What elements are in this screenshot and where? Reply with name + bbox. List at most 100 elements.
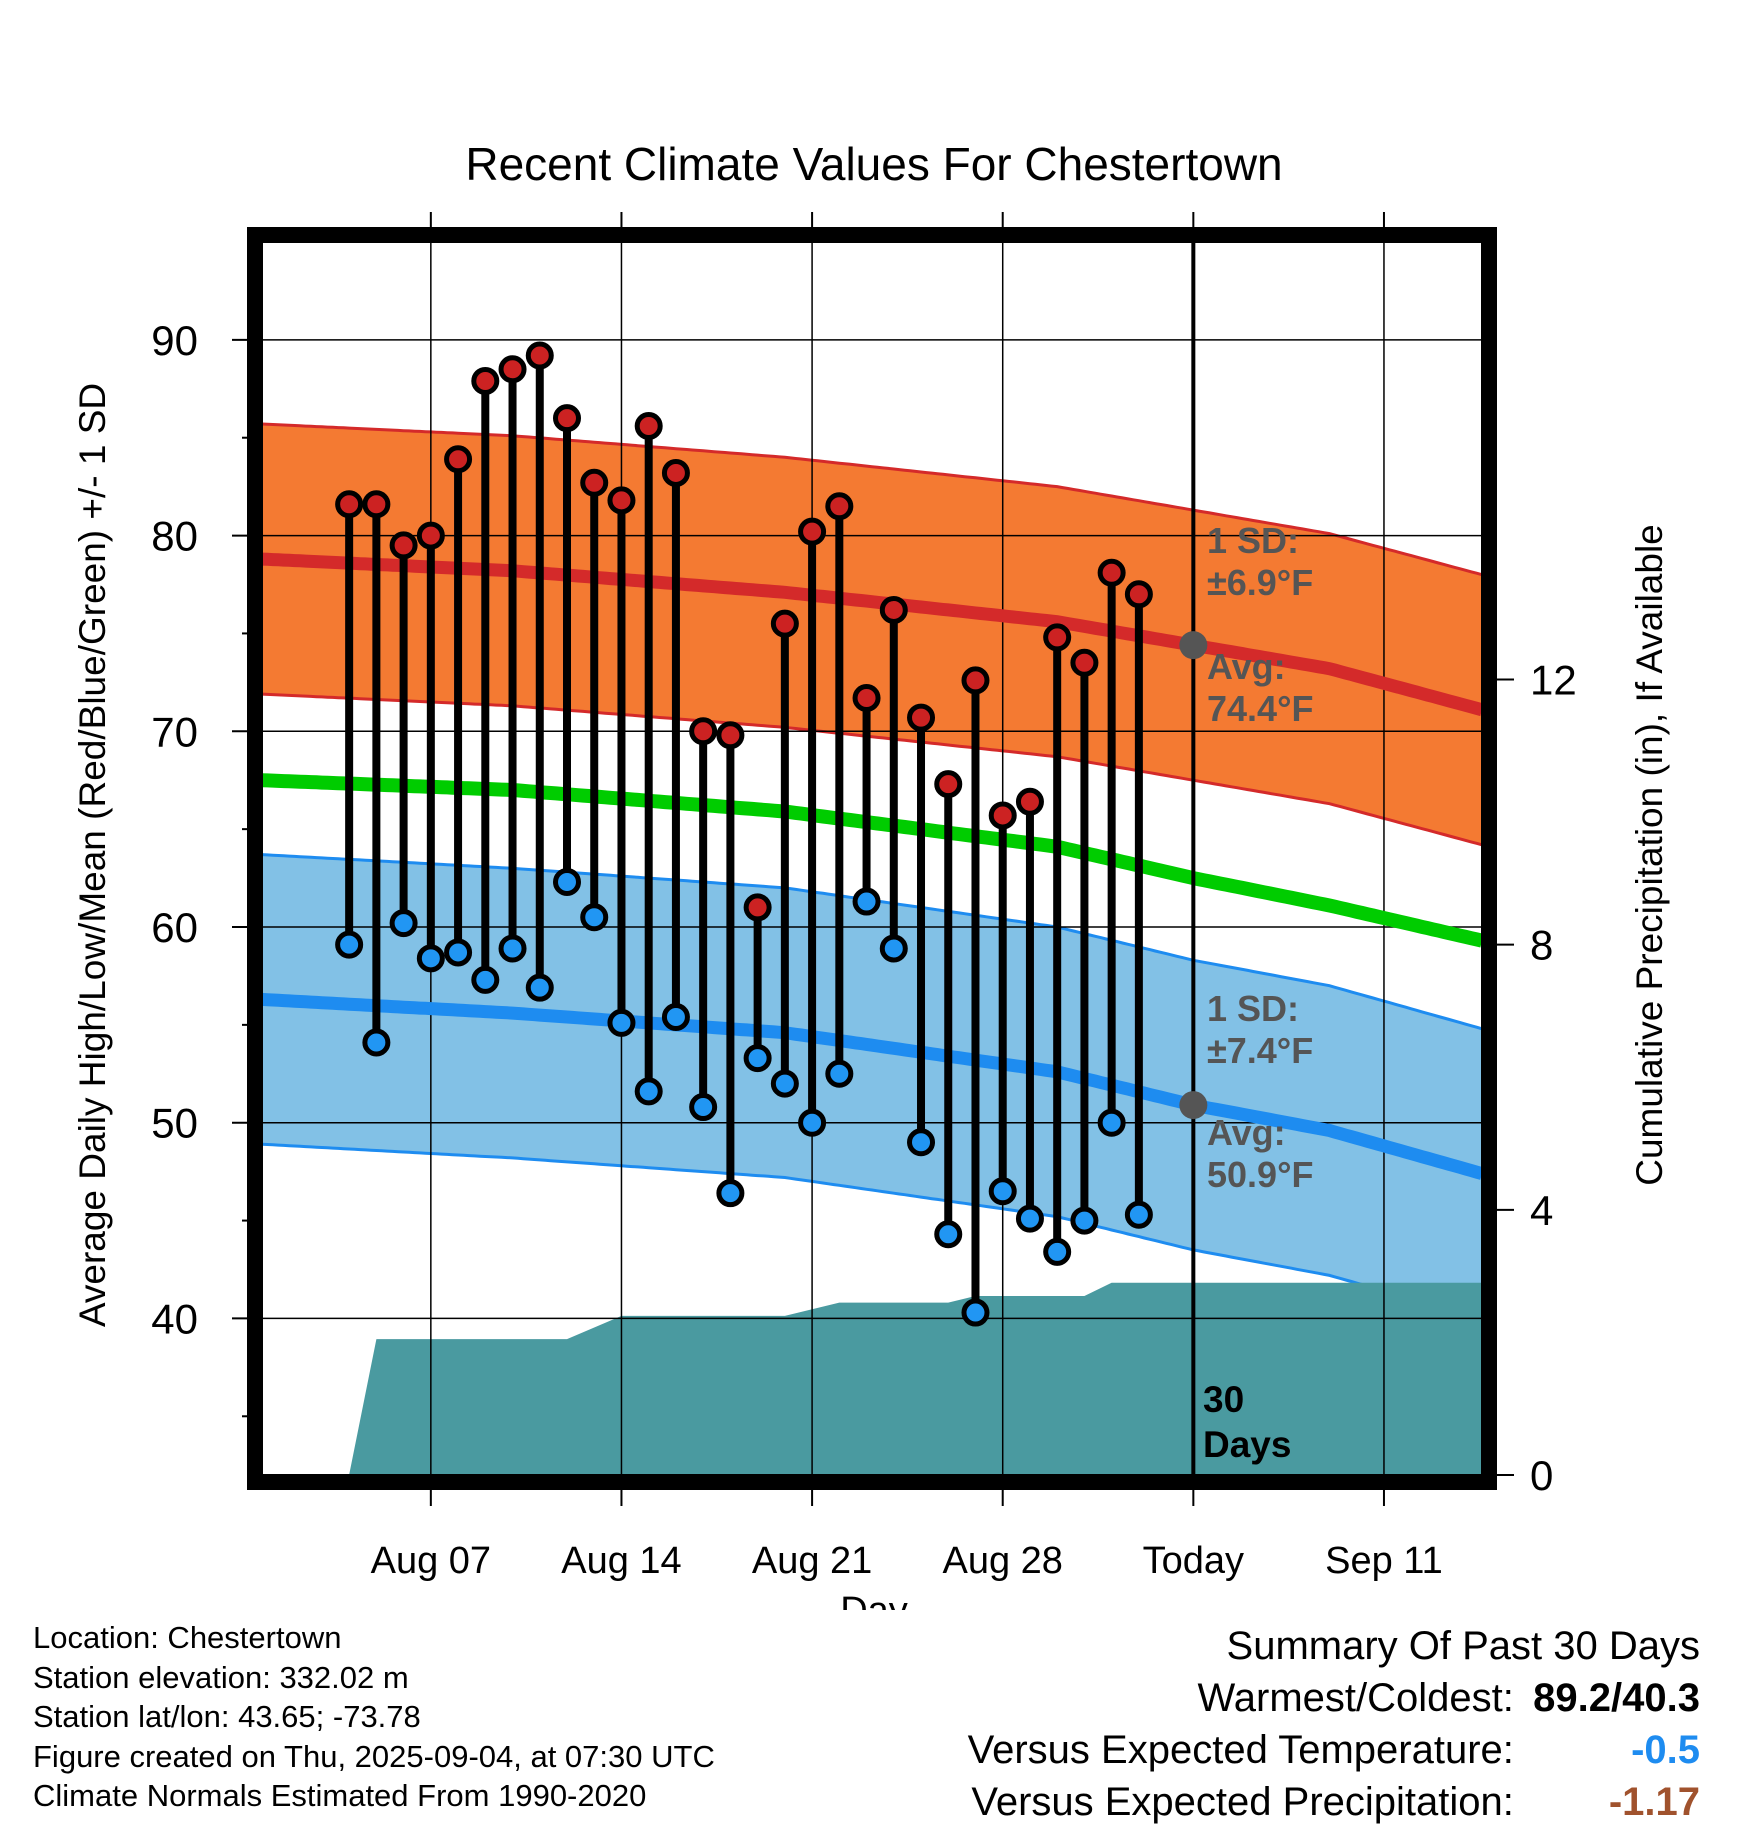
normal-mean-line (261, 773, 1484, 948)
y-tick-label: 90 (151, 317, 198, 364)
plot-frame (247, 227, 1497, 1490)
daily-low-point (961, 1298, 990, 1327)
y-tick-label: 60 (151, 904, 198, 951)
x-axis-label: Day (840, 1590, 908, 1610)
precip-days-number: 30 (1203, 1379, 1244, 1420)
summary-panel: Summary Of Past 30 Days Warmest/Coldest:… (968, 1620, 1700, 1828)
y2-tick-label: 12 (1530, 657, 1577, 704)
precip-value: -1.17 (1608, 1780, 1700, 1824)
daily-low-point (1097, 1108, 1126, 1137)
daily-high-point (961, 666, 990, 695)
daily-high-point (770, 609, 799, 638)
daily-high-point (689, 717, 718, 746)
y-tick-label: 80 (151, 513, 198, 560)
daily-high-point (988, 801, 1017, 830)
x-tick-label: Aug 21 (752, 1540, 872, 1582)
station-info: Location: Chestertown Station elevation:… (33, 1618, 715, 1816)
daily-low-point (879, 934, 908, 963)
daily-high-point (580, 468, 609, 497)
normal-low-band-lower-edge (261, 1142, 1483, 1320)
daily-high-point (825, 492, 854, 521)
daily-low-point (852, 887, 881, 916)
daily-low-point (525, 973, 554, 1002)
daily-high-point (1070, 648, 1099, 677)
normal-high-line (261, 552, 1484, 717)
high-avg-value: 74.4°F (1207, 688, 1313, 729)
normal-high-band-lower-edge (261, 692, 1483, 847)
warmest-value: 89.2/40.3 (1533, 1676, 1700, 1720)
daily-high-point (879, 595, 908, 624)
low-avg-value: 50.9°F (1207, 1154, 1313, 1195)
daily-high-point (716, 721, 745, 750)
daily-high-point (634, 411, 663, 440)
daily-low-point (661, 1003, 690, 1032)
y2-tick-label: 4 (1530, 1187, 1553, 1234)
daily-high-point (1015, 787, 1044, 816)
high-sd-value: ±6.9°F (1207, 562, 1313, 603)
y-tick-label: 50 (151, 1100, 198, 1147)
x-tick-label: Aug 07 (371, 1540, 491, 1582)
daily-low-point (934, 1220, 963, 1249)
temp-label: Versus Expected Temperature: (967, 1728, 1514, 1772)
summary-warmest-row: Warmest/Coldest: 89.2/40.3 (968, 1672, 1701, 1724)
x-tick-label: Aug 14 (561, 1540, 681, 1582)
normal-low-line (261, 992, 1484, 1180)
daily-low-point (444, 938, 473, 967)
daily-low-point (1043, 1237, 1072, 1266)
x-tick-label: Aug 28 (942, 1540, 1062, 1582)
daily-high-point (907, 703, 936, 732)
daily-low-point (416, 944, 445, 973)
daily-high-point (553, 404, 581, 433)
daily-high-point (798, 517, 827, 546)
daily-high-point (1043, 623, 1072, 652)
chart-title: Recent Climate Values For Chestertown (465, 138, 1282, 190)
daily-high-point (444, 445, 473, 474)
summary-temp-row: Versus Expected Temperature: -0.5 (968, 1724, 1700, 1776)
precip-label: Versus Expected Precipitation: (971, 1780, 1514, 1824)
daily-low-point (743, 1044, 772, 1073)
daily-low-point (1070, 1206, 1099, 1235)
y2-axis-label: Cumulative Precipitation (in), If Availa… (1629, 524, 1670, 1186)
summary-precip-row: Versus Expected Precipitation: -1.17 (968, 1776, 1700, 1828)
normals-text: Climate Normals Estimated From 1990-2020 (33, 1778, 647, 1813)
elevation-text: Station elevation: 332.02 m (33, 1659, 409, 1695)
warmest-label: Warmest/Coldest: (1197, 1676, 1514, 1720)
daily-low-point (335, 930, 364, 959)
daily-low-point (362, 1028, 391, 1057)
daily-high-point (471, 366, 500, 395)
low-sd-label: 1 SD: (1207, 988, 1299, 1029)
precip-area (262, 1282, 1482, 1475)
y-tick-label: 70 (151, 708, 198, 755)
y-tick-label: 40 (151, 1295, 198, 1342)
low-avg-label: Avg: (1207, 1112, 1286, 1153)
daily-high-point (525, 341, 554, 370)
climate-chart: Recent Climate Values For Chestertown 1 … (72, 138, 1670, 1610)
summary-title: Summary Of Past 30 Days (1226, 1624, 1700, 1668)
precip-days-label: Days (1203, 1424, 1291, 1465)
y-axis-label: Average Daily High/Low/Mean (Red/Blue/Gr… (72, 383, 113, 1327)
location-text: Location: Chestertown (33, 1620, 342, 1655)
daily-high-point (362, 490, 391, 519)
daily-low-point (1015, 1204, 1044, 1233)
low-sd-value: ±7.4°F (1207, 1030, 1313, 1071)
daily-low-point (988, 1177, 1017, 1206)
created-text: Figure created on Thu, 2025-09-04, at 07… (33, 1738, 715, 1774)
daily-low-point (634, 1077, 663, 1106)
daily-high-point (416, 521, 445, 550)
y2-tick-label: 8 (1530, 922, 1553, 969)
latlon-text: Station lat/lon: 43.65; -73.78 (33, 1699, 421, 1734)
daily-high-point (607, 486, 636, 515)
daily-low-point (1124, 1200, 1153, 1229)
daily-high-point (389, 531, 418, 560)
x-tick-label: Today (1143, 1540, 1244, 1582)
today-low-normal-marker (1179, 1091, 1208, 1120)
daily-low-point (553, 867, 581, 896)
daily-low-point (825, 1059, 854, 1088)
daily-low-point (798, 1108, 827, 1137)
daily-low-point (770, 1069, 799, 1098)
daily-high-point (498, 355, 527, 384)
normal-low-band (262, 854, 1482, 1319)
daily-low-point (607, 1008, 636, 1037)
high-avg-label: Avg: (1207, 646, 1286, 687)
today-high-normal-marker (1179, 631, 1208, 660)
